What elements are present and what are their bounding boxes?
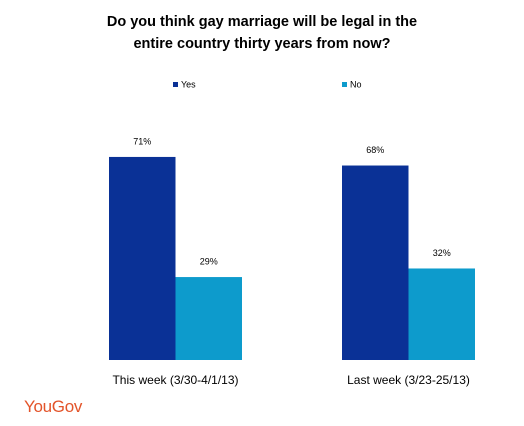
value-label: 32% [433, 248, 451, 258]
x-tick-label: This week (3/30-4/1/13) [112, 373, 238, 387]
chart-title: Do you think gay marriage will be legal … [106, 14, 418, 52]
value-label: 68% [366, 145, 384, 155]
logo: YouGov [24, 397, 83, 416]
legend-label: No [350, 79, 362, 89]
bar [109, 156, 176, 360]
bar [175, 277, 242, 360]
legend-swatch [342, 82, 347, 87]
legend-label: Yes [181, 79, 196, 89]
value-label: 71% [133, 136, 151, 146]
bar [408, 268, 475, 360]
bar [342, 165, 409, 360]
legend-swatch [173, 82, 178, 87]
value-label: 29% [200, 256, 218, 266]
x-tick-label: Last week (3/23-25/13) [347, 373, 470, 387]
